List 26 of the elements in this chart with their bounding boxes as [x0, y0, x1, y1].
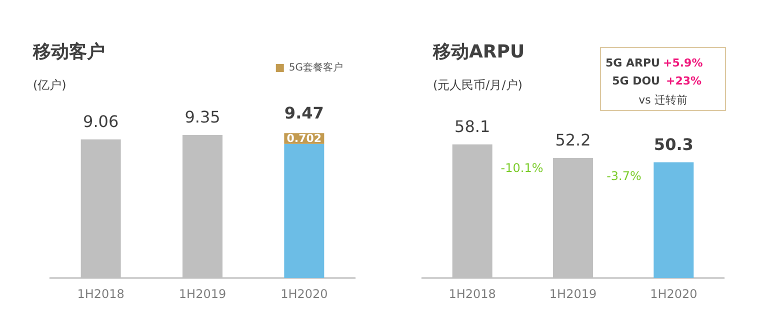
x-tick-label: 1H2019 [178, 287, 226, 301]
text: vs 迁转前 [638, 94, 688, 106]
annotation: -3.7% [606, 169, 642, 183]
text: 5G DOU [612, 74, 660, 88]
x-tick-label: 1H2018 [77, 287, 124, 301]
data-label: 50.3 [654, 134, 694, 154]
chart-title: 移动ARPU [432, 42, 525, 62]
data-label: 9.06 [83, 112, 119, 131]
x-tick-label: 1H2020 [280, 287, 328, 301]
data-label: 52.2 [555, 130, 591, 150]
chart-title: 移动客户 [32, 42, 105, 62]
total-label: 9.47 [284, 104, 324, 123]
text: +5.9% [663, 56, 703, 70]
text: +23% [666, 74, 702, 88]
data-label: 9.35 [184, 107, 220, 126]
x-tick-label: 1H2019 [549, 287, 597, 301]
x-tick-label: 1H2020 [650, 287, 698, 301]
text: 5G ARPU [606, 56, 660, 70]
x-tick-label: 1H2018 [448, 287, 496, 301]
data-label: 0.702 [286, 132, 322, 145]
bar [284, 144, 324, 278]
chart-subtitle: (亿户) [33, 78, 66, 92]
legend-label: 5G套餐客户 [288, 62, 344, 74]
data-label: 58.1 [454, 116, 490, 136]
annotation: -10.1% [500, 161, 544, 175]
chart-subtitle: (元人民币/月/户) [433, 78, 522, 92]
